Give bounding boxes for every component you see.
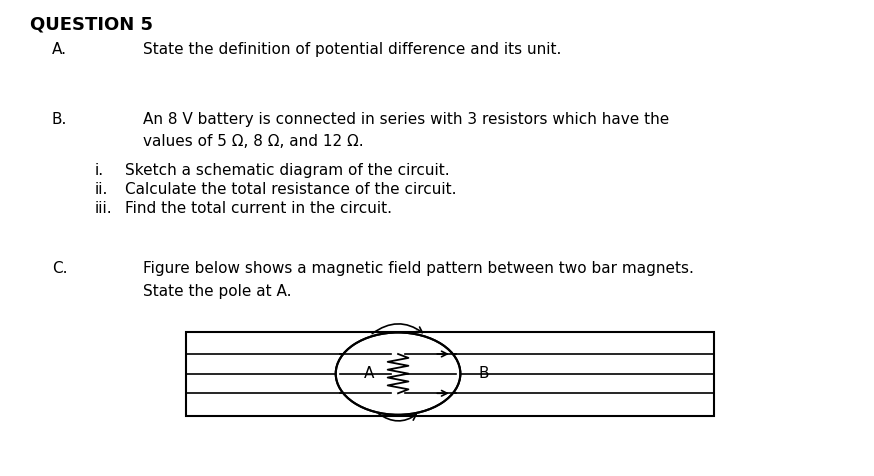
Text: An 8 V battery is connected in series with 3 resistors which have the
values of : An 8 V battery is connected in series wi… xyxy=(142,112,669,149)
Text: Find the total current in the circuit.: Find the total current in the circuit. xyxy=(125,200,392,216)
Bar xyxy=(186,331,714,416)
Text: Calculate the total resistance of the circuit.: Calculate the total resistance of the ci… xyxy=(125,182,457,197)
Text: i.: i. xyxy=(95,163,104,178)
Text: Figure below shows a magnetic field pattern between two bar magnets.
State the p: Figure below shows a magnetic field patt… xyxy=(142,261,694,298)
Ellipse shape xyxy=(336,332,461,415)
Text: State the definition of potential difference and its unit.: State the definition of potential differ… xyxy=(142,41,561,57)
Text: ii.: ii. xyxy=(95,182,108,197)
Text: Sketch a schematic diagram of the circuit.: Sketch a schematic diagram of the circui… xyxy=(125,163,450,178)
Text: C.: C. xyxy=(52,261,67,277)
Text: B.: B. xyxy=(52,112,67,127)
Text: QUESTION 5: QUESTION 5 xyxy=(30,16,153,34)
Text: A: A xyxy=(364,366,375,381)
Text: B: B xyxy=(479,366,489,381)
Text: iii.: iii. xyxy=(95,200,113,216)
Text: A.: A. xyxy=(52,41,66,57)
